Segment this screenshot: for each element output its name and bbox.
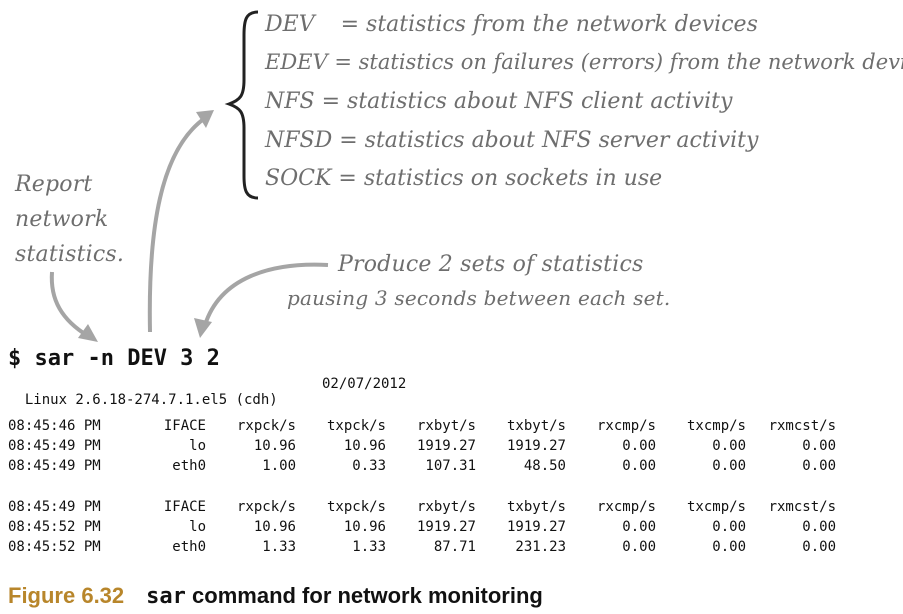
figure-number: Figure 6.32 xyxy=(8,583,124,608)
legend-brace xyxy=(229,12,258,198)
header-cell: rxmcst/s xyxy=(750,497,840,517)
table-cell: 1919.27 xyxy=(480,517,570,537)
table-cell: eth0 xyxy=(122,456,210,476)
table-cell: 10.96 xyxy=(300,517,390,537)
legend-key: NFSD xyxy=(265,128,332,153)
legend-eq: = xyxy=(334,50,352,74)
table-cell: 10.96 xyxy=(210,436,300,456)
table-cell: 1.33 xyxy=(210,537,300,557)
table-cell: 0.00 xyxy=(660,456,750,476)
produce-arrowhead xyxy=(194,318,212,338)
header-cell: txcmp/s xyxy=(660,416,750,436)
legend-desc: statistics on sockets in use xyxy=(364,166,662,191)
option-arrow xyxy=(150,118,205,332)
legend-eq: = xyxy=(322,89,340,114)
table-cell: 1.33 xyxy=(300,537,390,557)
caption-text: command for network monitoring xyxy=(192,583,543,608)
table-cell: 0.00 xyxy=(570,456,660,476)
legend-key: SOCK xyxy=(265,166,331,191)
table-cell: 0.00 xyxy=(660,517,750,537)
legend-key: EDEV xyxy=(265,50,328,74)
legend-desc: statistics on failures (errors) from the… xyxy=(359,50,903,74)
table-cell: 0.00 xyxy=(660,537,750,557)
header-cell: txcmp/s xyxy=(660,497,750,517)
header-cell: txpck/s xyxy=(300,416,390,436)
header-cell: 08:45:46 PM xyxy=(4,416,122,436)
table-cell: 0.00 xyxy=(570,517,660,537)
table-cell: 1919.27 xyxy=(390,517,480,537)
report-note-line-2: network xyxy=(15,207,108,232)
header-cell: txbyt/s xyxy=(480,497,570,517)
legend-eq: = xyxy=(339,128,357,153)
table-cell: 48.50 xyxy=(480,456,570,476)
table-cell: 08:45:52 PM xyxy=(4,537,122,557)
header-cell: rxpck/s xyxy=(210,497,300,517)
table-row: 08:45:49 PM eth0 1.00 0.33 107.31 48.50 … xyxy=(4,456,840,476)
table-cell: 107.31 xyxy=(390,456,480,476)
header-cell: 08:45:49 PM xyxy=(4,497,122,517)
table-header-row: 08:45:49 PM IFACE rxpck/s txpck/s rxbyt/… xyxy=(4,497,840,517)
header-cell: rxbyt/s xyxy=(390,497,480,517)
header-cell: rxbyt/s xyxy=(390,416,480,436)
table-cell: 08:45:49 PM xyxy=(4,456,122,476)
table-cell: 0.00 xyxy=(750,436,840,456)
header-cell: rxcmp/s xyxy=(570,497,660,517)
legend-desc: statistics about NFS server activity xyxy=(365,128,759,153)
legend-item: SOCK = statistics on sockets in use xyxy=(265,166,662,191)
stats-block: 08:45:46 PM IFACE rxpck/s txpck/s rxbyt/… xyxy=(4,416,840,476)
table-cell: 1919.27 xyxy=(390,436,480,456)
legend-desc: statistics from the network devices xyxy=(366,12,758,37)
table-cell: 0.00 xyxy=(660,436,750,456)
table-cell: 0.00 xyxy=(750,456,840,476)
table-cell: 10.96 xyxy=(210,517,300,537)
table-cell: 0.33 xyxy=(300,456,390,476)
header-cell: IFACE xyxy=(122,497,210,517)
header-cell: IFACE xyxy=(122,416,210,436)
table-cell: 08:45:52 PM xyxy=(4,517,122,537)
table-cell: 0.00 xyxy=(570,436,660,456)
table-cell: lo xyxy=(122,436,210,456)
table-cell: lo xyxy=(122,517,210,537)
stats-block: 08:45:49 PM IFACE rxpck/s txpck/s rxbyt/… xyxy=(4,497,840,557)
table-row: 08:45:49 PM lo 10.96 10.96 1919.27 1919.… xyxy=(4,436,840,456)
report-arrow xyxy=(52,272,88,336)
header-cell: rxpck/s xyxy=(210,416,300,436)
table-cell: 0.00 xyxy=(750,537,840,557)
legend-key: DEV xyxy=(265,12,315,37)
figure-caption: Figure 6.32 sar command for network monit… xyxy=(8,583,543,609)
table-cell: 0.00 xyxy=(570,537,660,557)
table-header-row: 08:45:46 PM IFACE rxpck/s txpck/s rxbyt/… xyxy=(4,416,840,436)
report-note-line-1: Report xyxy=(15,172,92,197)
produce-note-line-2: pausing 3 seconds between each set. xyxy=(287,286,670,310)
table-cell: 231.23 xyxy=(480,537,570,557)
table-cell: eth0 xyxy=(122,537,210,557)
table-cell: 1.00 xyxy=(210,456,300,476)
legend-eq: = xyxy=(341,12,359,37)
header-cell: rxcmp/s xyxy=(570,416,660,436)
header-cell: txpck/s xyxy=(300,497,390,517)
legend-item: EDEV = statistics on failures (errors) f… xyxy=(265,50,903,74)
legend-eq: = xyxy=(338,166,356,191)
report-note-line-3: statistics. xyxy=(15,242,124,267)
caption-code: sar xyxy=(146,584,186,609)
legend-item: NFS = statistics about NFS client activi… xyxy=(265,89,732,114)
table-cell: 08:45:49 PM xyxy=(4,436,122,456)
header-cell: txbyt/s xyxy=(480,416,570,436)
table-cell: 1919.27 xyxy=(480,436,570,456)
header-cell: rxmcst/s xyxy=(750,416,840,436)
legend-item: NFSD = statistics about NFS server activ… xyxy=(265,128,758,153)
legend-item: DEV = statistics from the network devices xyxy=(265,12,758,37)
produce-note-line-1: Produce 2 sets of statistics xyxy=(338,252,643,277)
table-cell: 87.71 xyxy=(390,537,480,557)
legend-key: NFS xyxy=(265,89,315,114)
legend-desc: statistics about NFS client activity xyxy=(347,89,732,114)
report-date: 02/07/2012 xyxy=(322,376,406,392)
kernel-info: Linux 2.6.18-274.7.1.el5 (cdh) xyxy=(25,392,278,408)
table-cell: 0.00 xyxy=(750,517,840,537)
table-row: 08:45:52 PM eth0 1.33 1.33 87.71 231.23 … xyxy=(4,537,840,557)
table-row: 08:45:52 PM lo 10.96 10.96 1919.27 1919.… xyxy=(4,517,840,537)
command-line: $ sar -n DEV 3 2 xyxy=(8,346,220,371)
table-cell: 10.96 xyxy=(300,436,390,456)
